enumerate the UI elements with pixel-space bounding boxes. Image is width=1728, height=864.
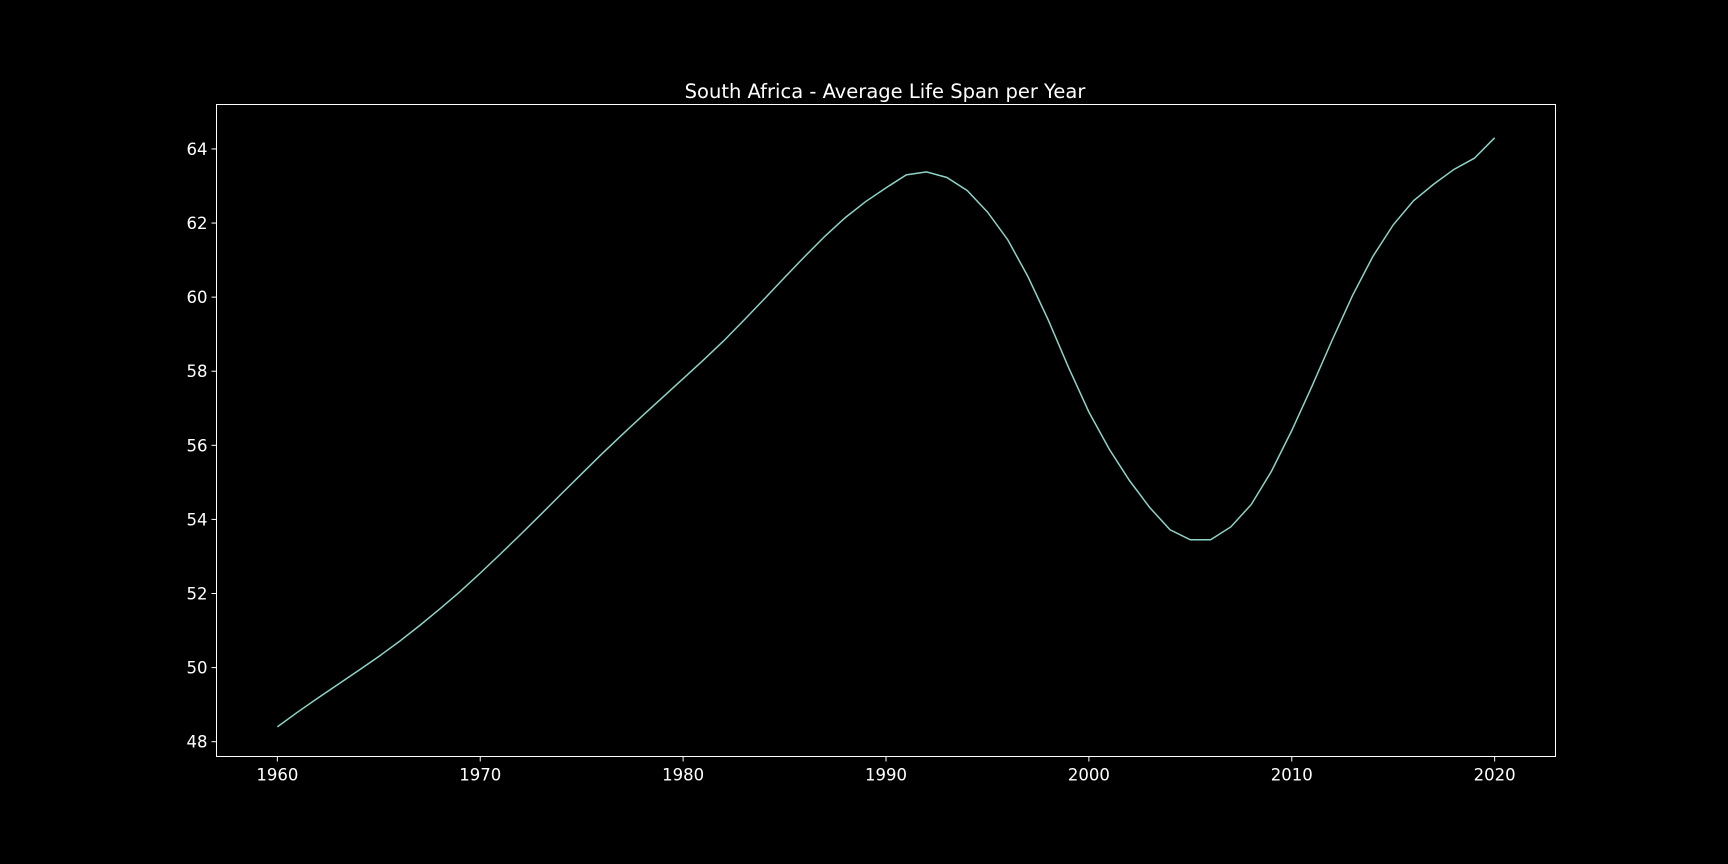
y-tick-label: 54 [187, 510, 208, 529]
y-tick-label: 58 [187, 362, 208, 381]
y-tick-label: 48 [187, 733, 208, 752]
x-tick-label: 1960 [256, 766, 298, 785]
y-axis: 48 50 52 54 56 58 60 62 64 [187, 140, 217, 752]
y-tick-label: 52 [187, 585, 208, 604]
chart-title: South Africa - Average Life Span per Yea… [685, 80, 1087, 103]
x-axis: 1960 1970 1980 1990 2000 2010 2020 [256, 756, 1516, 785]
x-tick-label: 1980 [662, 766, 704, 785]
x-tick-label: 2000 [1068, 766, 1110, 785]
plot-frame [216, 104, 1556, 757]
y-tick-label: 56 [187, 436, 208, 455]
y-tick-label: 50 [187, 659, 208, 678]
x-tick-label: 2010 [1271, 766, 1313, 785]
x-tick-label: 1990 [865, 766, 907, 785]
x-tick-label: 1970 [459, 766, 501, 785]
x-tick-label: 2020 [1474, 766, 1516, 785]
y-tick-label: 64 [187, 140, 208, 159]
y-tick-label: 62 [187, 214, 208, 233]
y-tick-label: 60 [187, 288, 208, 307]
series-line [276, 137, 1496, 728]
